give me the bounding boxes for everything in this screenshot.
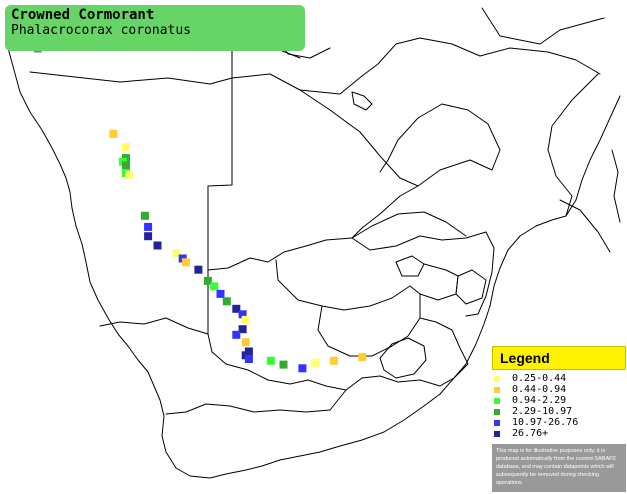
legend-heading: Legend (492, 346, 626, 370)
legend-item: 10.97-26.76 (494, 417, 624, 428)
coastline-indian-ocean (559, 199, 611, 253)
record-cell (241, 338, 250, 347)
record-cell (311, 358, 319, 367)
legend-swatch (494, 375, 500, 382)
record-cell (298, 364, 307, 373)
border-zambia-malawi (479, 47, 601, 75)
coastline-south-east (261, 305, 491, 467)
legend-swatch (494, 419, 500, 426)
border-lesotho (379, 337, 427, 379)
border-botswana-south-africa (207, 231, 487, 271)
legend-swatch (494, 430, 500, 437)
legend-list: 0.25-0.44 0.44-0.94 0.94-2.29 2.29-10.97… (494, 373, 624, 439)
province-free-state (317, 293, 421, 357)
record-cell (232, 330, 241, 339)
legend-label: 0.94-2.29 (512, 395, 567, 406)
legend-label: 0.25-0.44 (512, 373, 567, 384)
record-cell (153, 241, 162, 250)
legend-item: 26.76+ (494, 428, 624, 439)
record-cell (279, 360, 288, 369)
record-cell (210, 282, 219, 291)
record-cell (172, 249, 181, 257)
record-cells-layer (33, 44, 367, 373)
species-title-box: Crowned Cormorant Phalacrocorax coronatu… (5, 5, 305, 51)
legend-item: 0.25-0.44 (494, 373, 624, 384)
border-eswatini (455, 269, 487, 305)
border-zimbabwe-mozambique (379, 103, 501, 187)
species-scientific-name: Phalacrocorax coronatus (11, 23, 192, 38)
record-cell (144, 232, 153, 241)
record-cell (216, 289, 225, 298)
border-caprivi (299, 89, 419, 187)
border-mozambique-south-africa (465, 231, 495, 317)
coastline-west (7, 47, 263, 479)
record-cell (266, 356, 275, 365)
record-cell (181, 258, 190, 267)
province-limpopo (351, 211, 467, 239)
record-cell (241, 315, 250, 324)
border-botswana-zimbabwe (351, 185, 419, 239)
record-cell (122, 161, 130, 170)
legend-disclaimer: This map is for illustrative purposes on… (492, 444, 626, 492)
province-north-west (275, 259, 411, 311)
record-cell (329, 356, 338, 365)
record-cell (109, 129, 118, 138)
country-borders (7, 5, 621, 479)
border-mozambique-north (481, 7, 605, 45)
record-cell (238, 310, 247, 319)
province-western-cape (165, 389, 347, 415)
legend-swatch (494, 408, 500, 415)
record-cell (222, 297, 231, 306)
coastline-mozambique (489, 95, 621, 307)
record-cell (244, 355, 253, 363)
record-cell (194, 265, 203, 274)
province-mpumalanga (409, 263, 459, 301)
border-lake-region (547, 73, 599, 217)
province-northern-cape (207, 333, 347, 391)
record-cell (358, 353, 367, 362)
province-eastern-cape (345, 375, 455, 391)
record-cell (144, 222, 153, 231)
madagascar-edge (611, 149, 621, 223)
border-namibia-south-africa (99, 317, 209, 335)
province-kwazulu-natal (419, 317, 469, 379)
legend-label: 2.29-10.97 (512, 406, 573, 417)
legend-panel: Legend 0.25-0.44 0.44-0.94 0.94-2.29 2.2… (492, 346, 626, 492)
record-cell (122, 142, 130, 151)
border-namibia-botswana (207, 77, 233, 335)
record-cell (140, 211, 149, 220)
legend-label: 26.76+ (512, 428, 549, 439)
legend-item: 0.44-0.94 (494, 384, 624, 395)
species-common-name: Crowned Cormorant (11, 7, 155, 23)
legend-item: 0.94-2.29 (494, 395, 624, 406)
record-cell (203, 276, 212, 285)
legend-swatch (494, 386, 500, 393)
legend-item: 2.29-10.97 (494, 406, 624, 417)
province-gauteng (395, 255, 425, 277)
legend-swatch (494, 397, 500, 404)
border-zambia-zimbabwe (269, 37, 481, 95)
lake-kariba (351, 91, 373, 111)
record-cell (232, 304, 241, 313)
legend-label: 10.97-26.76 (512, 417, 579, 428)
record-cell (238, 325, 247, 334)
border-angola-namibia (29, 71, 271, 85)
legend-label: 0.44-0.94 (512, 384, 567, 395)
record-cell (125, 170, 134, 179)
